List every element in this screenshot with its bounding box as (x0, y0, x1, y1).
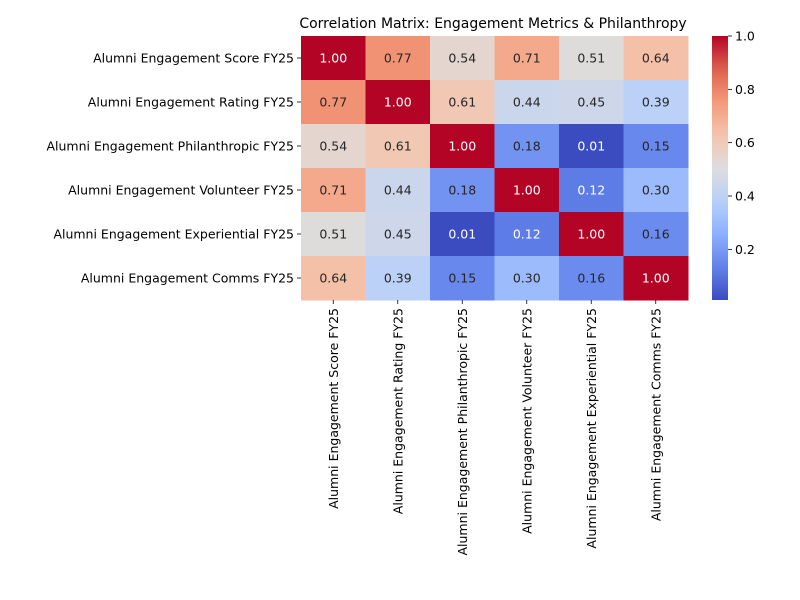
heatmap-cell (430, 256, 495, 301)
cell-value-label: 0.39 (642, 95, 670, 110)
cell-value-label: 0.71 (513, 51, 541, 66)
cell-value-label: 0.39 (384, 271, 412, 286)
cell-value-label: 1.00 (319, 51, 347, 66)
column-label: Alumni Engagement Score FY25 (326, 308, 341, 509)
cell-value-label: 0.45 (384, 227, 412, 242)
heatmap-cell (494, 168, 560, 213)
cell-value-label: 0.16 (642, 227, 670, 242)
heatmap-cells: 1.00 0.77 0.54 0.71 0.51 0.64 0.77 1.00 0.61 0.44… (301, 36, 689, 301)
heatmap-cell (365, 36, 431, 81)
heatmap-cell (365, 256, 431, 301)
column-label: Alumni Engagement Volunteer FY25 (519, 308, 534, 534)
cell-value-label: 1.00 (384, 95, 412, 110)
row-label: Alumni Engagement Score FY25 (93, 51, 294, 66)
heatmap-cell (301, 80, 366, 125)
heatmap-cell (301, 212, 366, 257)
heatmap-cell (559, 124, 624, 169)
heatmap-cell (623, 36, 689, 81)
row-labels: Alumni Engagement Score FY25 Alumni Engag… (46, 51, 301, 286)
heatmap-cell (301, 168, 366, 213)
cell-value-label: 0.16 (577, 271, 605, 286)
heatmap-cell (494, 256, 560, 301)
cell-value-label: 0.12 (513, 227, 541, 242)
cell-value-label: 0.61 (448, 95, 476, 110)
heatmap-cell (365, 80, 431, 125)
heatmap-cell (559, 256, 624, 301)
cell-value-label: 0.71 (319, 183, 347, 198)
cell-value-label: 0.51 (577, 51, 605, 66)
cell-value-label: 0.01 (577, 139, 605, 154)
column-label: Alumni Engagement Comms FY25 (648, 308, 663, 521)
heatmap-cell (301, 36, 366, 81)
row-label: Alumni Engagement Philanthropic FY25 (46, 139, 294, 154)
colorbar-tick-label: 0.4 (735, 189, 755, 204)
heatmap-cell (494, 124, 560, 169)
cell-value-label: 0.01 (448, 227, 476, 242)
column-labels: Alumni Engagement Score FY25 Alumni Engag… (326, 300, 663, 556)
heatmap-cell (430, 124, 495, 169)
column-label: Alumni Engagement Experiential FY25 (584, 308, 599, 549)
colorbar-tick-label: 0.2 (735, 242, 755, 257)
heatmap-cell (623, 124, 689, 169)
cell-value-label: 0.18 (513, 139, 541, 154)
cell-value-label: 0.77 (319, 95, 347, 110)
row-label: Alumni Engagement Comms FY25 (81, 271, 294, 286)
column-label: Alumni Engagement Philanthropic FY25 (455, 308, 470, 556)
colorbar-tick-label: 0.8 (735, 82, 755, 97)
cell-value-label: 0.64 (319, 271, 347, 286)
heatmap-cell (559, 212, 624, 257)
heatmap-cell (623, 212, 689, 257)
heatmap-cell (430, 80, 495, 125)
cell-value-label: 1.00 (642, 271, 670, 286)
cell-value-label: 0.54 (319, 139, 347, 154)
cell-value-label: 0.30 (513, 271, 541, 286)
cell-value-label: 0.61 (384, 139, 412, 154)
heatmap-cell (623, 80, 689, 125)
cell-value-label: 0.18 (448, 183, 476, 198)
cell-value-label: 0.45 (577, 95, 605, 110)
heatmap-cell (365, 212, 431, 257)
heatmap-cell (623, 168, 689, 213)
heatmap-cell (430, 168, 495, 213)
colorbar-tick-label: 1.0 (735, 29, 755, 44)
cell-value-label: 0.51 (319, 227, 347, 242)
heatmap-cell (623, 256, 689, 301)
cell-value-label: 0.44 (513, 95, 541, 110)
cell-value-label: 0.44 (384, 183, 412, 198)
colorbar-gradient (712, 36, 728, 300)
row-label: Alumni Engagement Experiential FY25 (53, 227, 294, 242)
heatmap-cell (365, 168, 431, 213)
heatmap-cell (494, 80, 560, 125)
cell-value-label: 0.30 (642, 183, 670, 198)
chart-title: Correlation Matrix: Engagement Metrics &… (299, 16, 686, 32)
cell-value-label: 0.54 (448, 51, 476, 66)
cell-value-label: 0.15 (448, 271, 476, 286)
column-label: Alumni Engagement Rating FY25 (390, 308, 405, 514)
cell-value-label: 1.00 (513, 183, 541, 198)
heatmap-cell (301, 124, 366, 169)
cell-value-label: 0.64 (642, 51, 670, 66)
row-label: Alumni Engagement Rating FY25 (88, 95, 294, 110)
heatmap-cell (301, 256, 366, 301)
cell-value-label: 0.15 (642, 139, 670, 154)
heatmap-cell (430, 212, 495, 257)
heatmap-cell (559, 168, 624, 213)
colorbar: 0.2 0.4 0.6 0.8 1.0 (712, 29, 755, 300)
cell-value-label: 1.00 (448, 139, 476, 154)
cell-value-label: 0.77 (384, 51, 412, 66)
heatmap-cell (430, 36, 495, 81)
row-label: Alumni Engagement Volunteer FY25 (68, 183, 294, 198)
heatmap-cell (365, 124, 431, 169)
cell-value-label: 1.00 (577, 227, 605, 242)
cell-value-label: 0.12 (577, 183, 605, 198)
heatmap-cell (559, 80, 624, 125)
heatmap-cell (494, 212, 560, 257)
heatmap-cell (494, 36, 560, 81)
heatmap-cell (559, 36, 624, 81)
colorbar-tick-label: 0.6 (735, 135, 755, 150)
